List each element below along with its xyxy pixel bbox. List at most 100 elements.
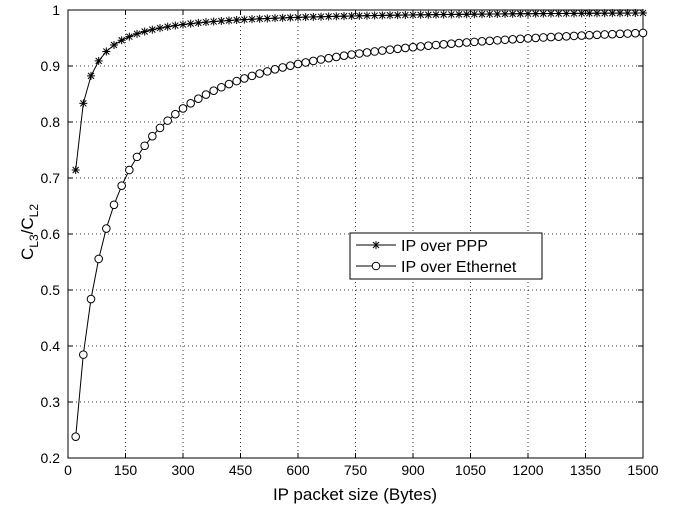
data-point-ppp [516, 9, 525, 18]
legend-label-ppp: IP over PPP [401, 238, 488, 255]
data-point-ppp [87, 71, 95, 80]
star-stroke [524, 10, 532, 18]
star-stroke [401, 11, 409, 19]
data-point-ppp [416, 10, 425, 19]
star-stroke [363, 12, 371, 20]
data-point-ethernet [86, 294, 96, 304]
x-tick-label: 150 [114, 462, 138, 478]
data-point-ppp [562, 9, 571, 18]
data-point-ppp [225, 16, 233, 25]
data-point-ethernet [523, 34, 533, 43]
data-point-ethernet [94, 254, 103, 264]
data-point-ppp [271, 14, 279, 23]
data-point-ethernet [339, 51, 349, 61]
data-point-ppp [508, 9, 517, 18]
star-stroke [110, 41, 118, 49]
data-point-ppp [125, 32, 134, 41]
data-point-ppp [439, 10, 448, 19]
star-stroke [578, 9, 586, 17]
star-stroke [256, 15, 264, 23]
data-point-ppp [577, 9, 586, 18]
star-stroke [133, 30, 141, 38]
data-point-ethernet [278, 63, 287, 72]
data-point-ethernet [125, 165, 134, 175]
star-stroke [332, 12, 340, 20]
data-point-ppp [240, 15, 249, 24]
data-point-ppp [110, 41, 118, 49]
data-point-ppp [301, 13, 310, 22]
data-point-ethernet [347, 50, 356, 59]
star-stroke [639, 9, 647, 17]
data-point-ppp [186, 19, 195, 28]
star-stroke [141, 28, 149, 35]
star-stroke [309, 13, 317, 21]
star-stroke [585, 9, 593, 17]
y-tick-label: 0.9 [41, 58, 61, 74]
data-point-ethernet [132, 152, 142, 162]
series-markers-1 [71, 28, 648, 441]
data-point-ethernet [332, 52, 341, 62]
data-point-ethernet [102, 224, 111, 233]
data-point-ppp [470, 10, 479, 19]
data-point-ppp [217, 16, 226, 25]
data-point-ppp [600, 9, 609, 18]
star-stroke [463, 10, 471, 18]
legend-star-marker [372, 241, 380, 249]
data-point-ethernet [454, 38, 464, 48]
star-stroke [493, 10, 501, 18]
star-stroke [263, 15, 271, 22]
data-point-ppp [102, 47, 111, 56]
data-point-ethernet [592, 30, 602, 40]
star-stroke [409, 11, 417, 19]
data-point-ppp [531, 9, 540, 18]
star-stroke [217, 17, 225, 25]
data-point-ppp [94, 56, 103, 65]
data-point-ppp [386, 11, 394, 20]
star-stroke [440, 11, 448, 18]
data-point-ethernet [186, 99, 195, 108]
data-point-ethernet [224, 79, 234, 89]
star-stroke [279, 14, 287, 22]
data-point-ethernet [140, 141, 149, 151]
legend-entry-ppp: IP over PPP [356, 238, 488, 255]
data-point-ethernet [431, 40, 441, 50]
x-tick-label: 1350 [570, 462, 601, 478]
data-point-ppp [148, 25, 157, 34]
data-point-ethernet [163, 116, 172, 125]
x-tick-label: 900 [401, 462, 425, 478]
x-tick-label: 450 [229, 462, 253, 478]
data-point-ppp [401, 11, 410, 20]
data-point-ppp [608, 9, 617, 18]
series-layer [71, 8, 648, 441]
star-stroke [233, 16, 241, 24]
data-point-ppp [79, 99, 88, 108]
data-point-ppp [347, 11, 356, 20]
x-tick-label: 1200 [512, 462, 543, 478]
star-stroke [294, 14, 302, 21]
star-stroke [240, 16, 248, 23]
data-point-ppp [179, 20, 187, 29]
star-stroke [378, 12, 386, 19]
star-stroke [386, 11, 394, 19]
star-stroke [470, 10, 478, 18]
data-point-ethernet [71, 432, 80, 441]
data-point-ethernet [385, 45, 395, 54]
data-point-ppp [485, 10, 494, 19]
data-point-ethernet [171, 109, 180, 119]
data-point-ppp [462, 10, 471, 19]
legend: IP over PPP IP over Ethernet [349, 232, 543, 280]
star-stroke [271, 14, 279, 22]
star-stroke [317, 13, 325, 21]
data-point-ethernet [577, 31, 586, 40]
data-point-ppp [593, 9, 601, 18]
data-point-ppp [355, 11, 364, 20]
star-stroke [210, 18, 218, 25]
data-point-ppp [616, 9, 624, 18]
data-point-ppp [117, 36, 126, 45]
data-point-ppp [194, 18, 203, 27]
y-label-sep: /C [18, 217, 37, 234]
x-tick-label: 1050 [455, 462, 486, 478]
data-point-ethernet [408, 42, 418, 52]
star-stroke [194, 19, 202, 27]
data-point-ethernet [500, 35, 510, 45]
